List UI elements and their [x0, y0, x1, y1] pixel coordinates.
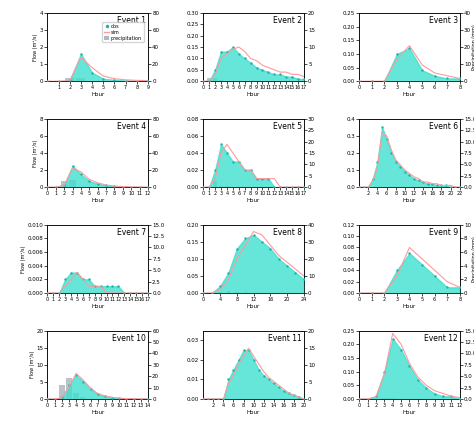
Y-axis label: Flow (m³/s): Flow (m³/s) — [33, 139, 38, 166]
Bar — [225, 186, 229, 187]
Bar — [213, 181, 218, 187]
Y-axis label: Flow (m³/s): Flow (m³/s) — [33, 33, 38, 61]
Bar — [235, 292, 238, 293]
Bar — [381, 398, 388, 399]
X-axis label: Hour: Hour — [403, 92, 416, 97]
Bar — [59, 385, 64, 399]
Y-axis label: Precipitation (mm): Precipitation (mm) — [472, 24, 474, 70]
X-axis label: Hour: Hour — [247, 410, 260, 414]
X-axis label: Hour: Hour — [403, 198, 416, 202]
Text: Event 6: Event 6 — [428, 122, 458, 131]
X-axis label: Hour: Hour — [403, 304, 416, 308]
Bar — [73, 393, 79, 399]
Text: Event 10: Event 10 — [112, 334, 146, 343]
Bar — [65, 78, 74, 81]
Text: Event 8: Event 8 — [273, 228, 302, 237]
X-axis label: Hour: Hour — [91, 198, 104, 202]
Bar — [81, 397, 86, 399]
Text: Event 5: Event 5 — [273, 122, 302, 131]
Bar — [69, 180, 76, 187]
Y-axis label: Flow (m³/s): Flow (m³/s) — [30, 351, 35, 378]
Text: Event 1: Event 1 — [117, 16, 146, 25]
X-axis label: Hour: Hour — [247, 92, 260, 97]
Bar — [213, 79, 218, 81]
Bar — [61, 181, 67, 187]
Bar — [219, 292, 222, 293]
Text: Event 9: Event 9 — [428, 228, 458, 237]
X-axis label: Hour: Hour — [403, 410, 416, 414]
Text: Event 7: Event 7 — [117, 228, 146, 237]
X-axis label: Hour: Hour — [247, 304, 260, 308]
Bar — [66, 378, 72, 399]
Y-axis label: Flow (m³/s): Flow (m³/s) — [21, 245, 26, 272]
X-axis label: Hour: Hour — [91, 410, 104, 414]
Text: Event 4: Event 4 — [117, 122, 146, 131]
Text: Event 3: Event 3 — [428, 16, 458, 25]
Legend: obs, sim, precipitation: obs, sim, precipitation — [102, 22, 144, 42]
Text: Event 2: Event 2 — [273, 16, 302, 25]
X-axis label: Hour: Hour — [247, 198, 260, 202]
Bar — [244, 292, 247, 293]
Bar — [207, 78, 211, 81]
Text: Event 11: Event 11 — [268, 334, 302, 343]
Bar — [219, 80, 223, 81]
Bar — [227, 291, 230, 293]
Y-axis label: Precipitation (mm): Precipitation (mm) — [472, 236, 474, 282]
X-axis label: Hour: Hour — [91, 92, 104, 97]
X-axis label: Hour: Hour — [91, 304, 104, 308]
Bar — [76, 78, 85, 81]
Bar — [219, 186, 223, 187]
Text: Event 12: Event 12 — [424, 334, 458, 343]
